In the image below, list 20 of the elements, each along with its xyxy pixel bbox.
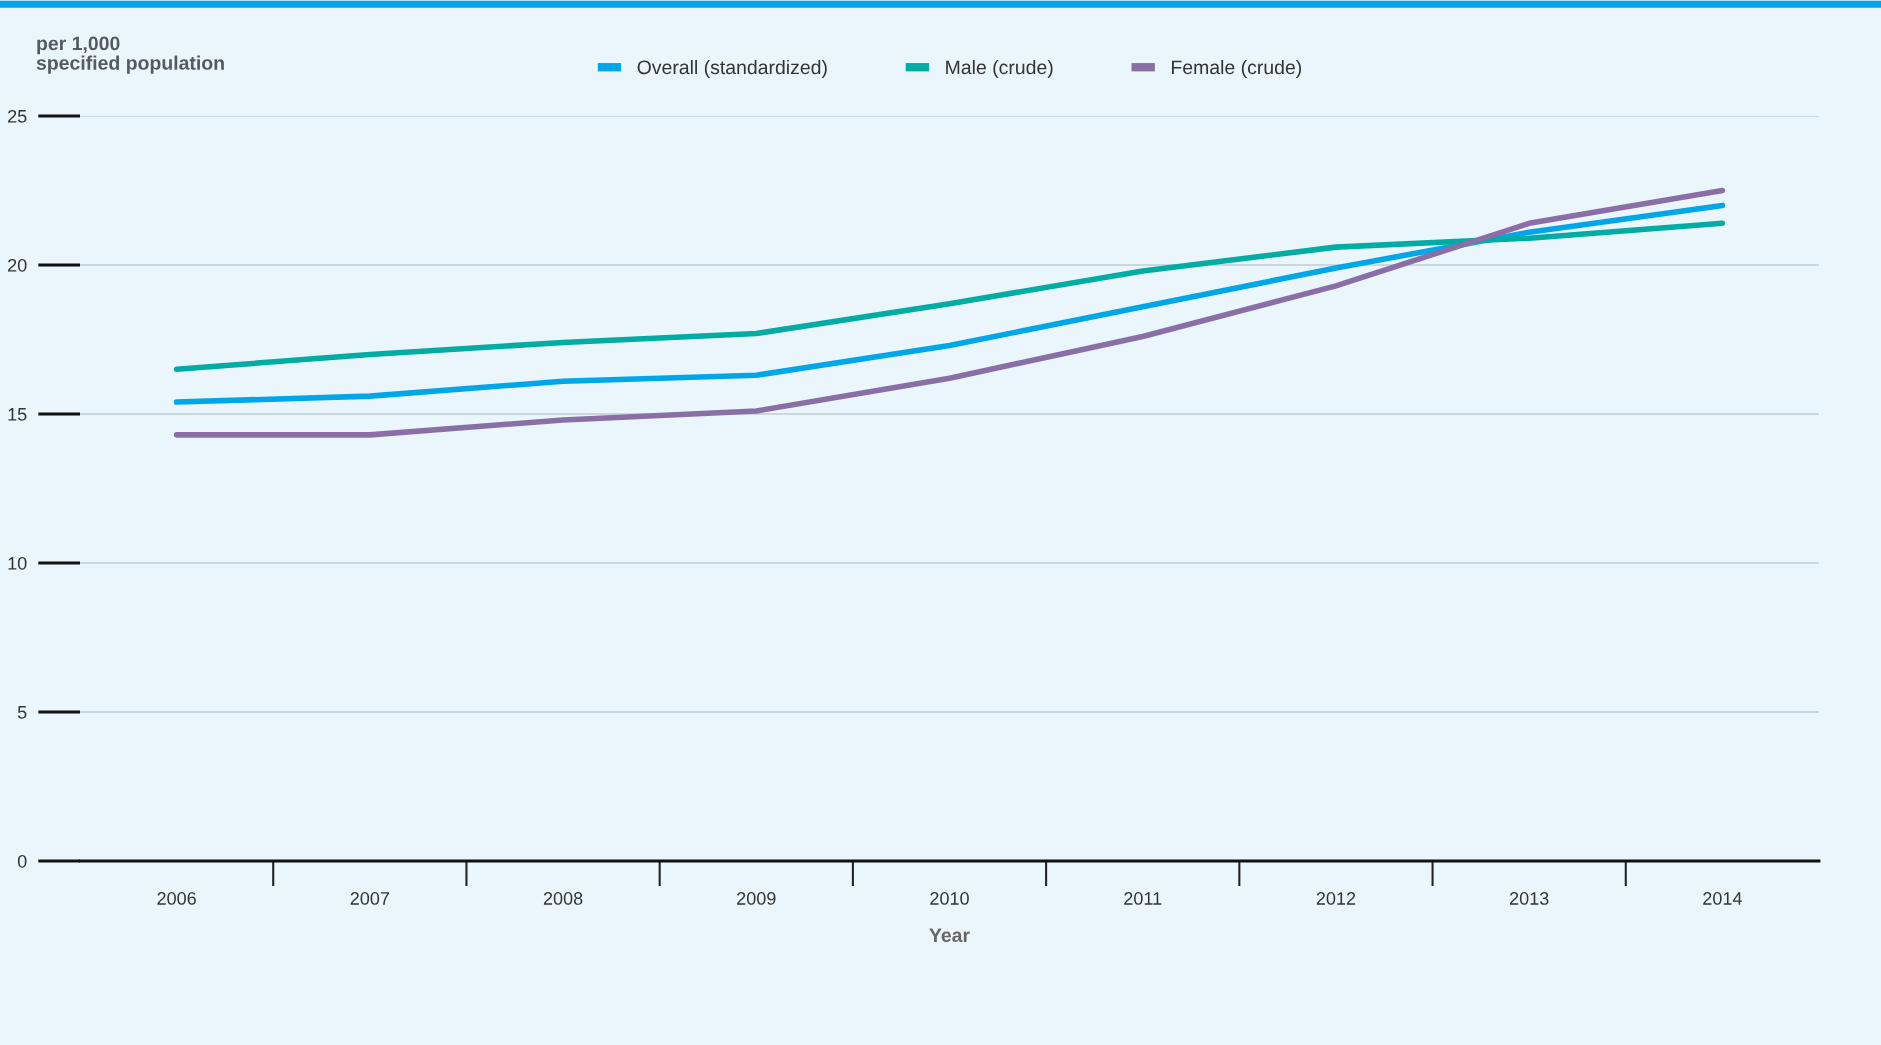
- x-axis-title: Year: [929, 928, 970, 943]
- y-tick-label: 0: [17, 854, 27, 868]
- x-tick-label: 2010: [930, 892, 969, 905]
- x-tick-label: 2008: [543, 892, 583, 905]
- y-tick-label: 5: [17, 706, 27, 719]
- legend-label: Male (crude): [946, 59, 1053, 79]
- x-tick-label: 2007: [350, 892, 390, 905]
- y-tick-label: 10: [8, 556, 27, 570]
- y-tick-label: 25: [8, 109, 27, 123]
- x-tick-label: 2012: [1316, 892, 1356, 905]
- legend-label: Female (crude): [1172, 59, 1302, 79]
- y-tick-label: 15: [8, 408, 27, 421]
- x-tick-label: 2006: [157, 892, 196, 905]
- x-tick-label: 2011: [1124, 892, 1162, 905]
- y-axis-title: per 1,000 specified population: [36, 36, 224, 74]
- x-tick-label: 2009: [737, 892, 776, 905]
- y-tick-label: 20: [8, 258, 27, 272]
- x-tick-label: 2013: [1509, 892, 1549, 905]
- legend-label: Overall (standardized): [637, 59, 827, 79]
- x-tick-label: 2014: [1703, 892, 1742, 905]
